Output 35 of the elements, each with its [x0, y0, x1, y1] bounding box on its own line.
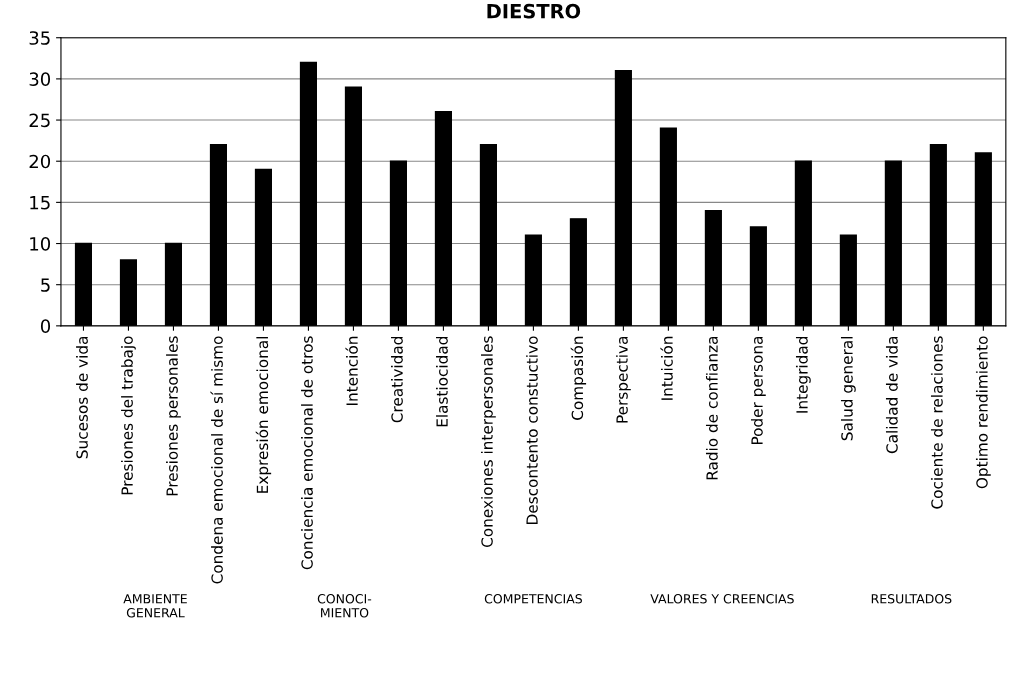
- text: CONOCI- MIENTO: [317, 594, 372, 618]
- text: AMBIENTE GENERAL: [123, 594, 187, 618]
- y-tick-label: 15: [30, 196, 50, 210]
- x-tick-label: Cociente de relaciones: [930, 336, 943, 509]
- chart-title: DIESTRO: [487, 3, 581, 19]
- x-tick-label: Expresión emocional: [255, 337, 272, 493]
- x-tick-label: Presiones personales: [166, 336, 181, 496]
- x-tick-label: Elastiocidad: [436, 336, 448, 427]
- y-tick-label: 25: [29, 113, 50, 128]
- x-tick-label: Poder persona: [750, 336, 766, 445]
- y-tick-label: 30: [29, 72, 51, 87]
- x-tick-label: Intuición: [660, 336, 673, 400]
- y-tick-label: 35: [29, 31, 50, 45]
- x-tick-label: Optimo rendimiento: [975, 336, 991, 489]
- x-tick-label: Condena emocional de sí mismo: [210, 336, 223, 584]
- x-tick-label: Salud general: [840, 337, 856, 441]
- x-tick-label: Compasión: [570, 336, 587, 420]
- y-tick-label: 5: [41, 278, 50, 292]
- x-tick-label: Conciencia emocional de otros: [301, 336, 313, 570]
- y-tick-label: 20: [29, 154, 51, 169]
- x-tick-label: Conexiones interpersonales: [481, 336, 496, 548]
- text: RESULTADOS: [871, 594, 952, 604]
- x-tick-label: Creatividad: [391, 336, 403, 423]
- x-tick-label: Intención: [345, 336, 358, 406]
- text: VALORES Y CREENCIAS: [650, 594, 794, 604]
- x-tick-label: Calidad de vida: [885, 336, 898, 454]
- x-tick-label: Sucesos de vida: [76, 336, 88, 459]
- x-tick-label: Perspectiva: [616, 336, 631, 423]
- x-tick-label: Radio de confianza: [705, 336, 718, 480]
- y-tick-label: 0: [40, 319, 51, 333]
- text: COMPETENCIAS: [484, 594, 582, 604]
- x-tick-label: Presiones del trabajo: [121, 336, 136, 495]
- y-tick-label: 10: [30, 236, 51, 251]
- x-tick-label: Descontento constuctivo: [526, 336, 538, 524]
- x-tick-label: Integridad: [795, 336, 811, 413]
